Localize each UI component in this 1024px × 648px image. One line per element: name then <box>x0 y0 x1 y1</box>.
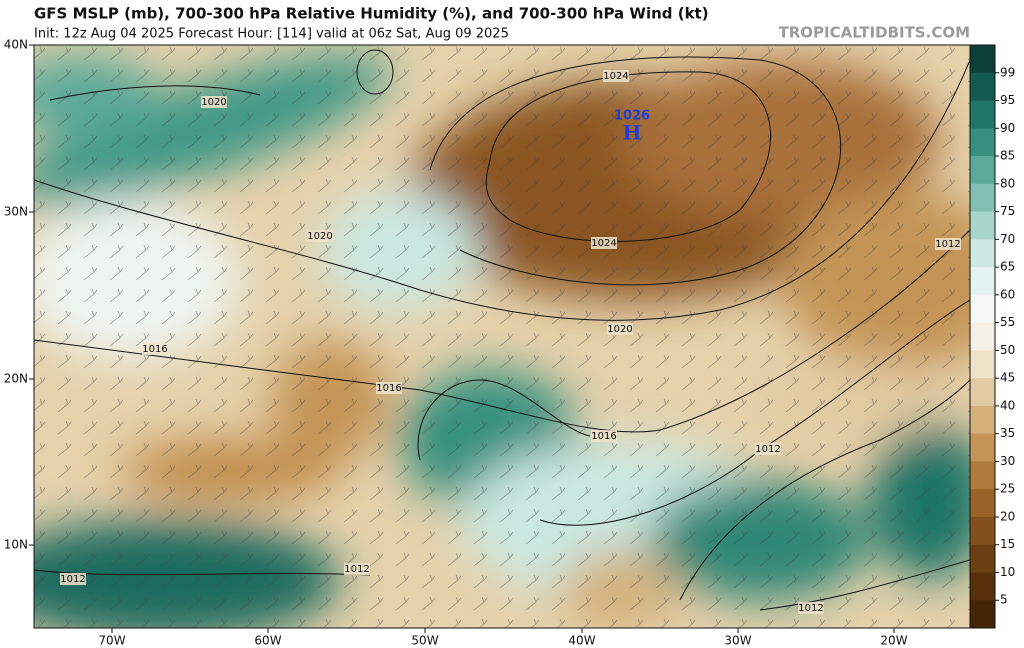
lon-label: 40W <box>568 634 595 648</box>
colorbar-tick-label: 95 <box>1000 93 1015 107</box>
isobar-label-bg <box>344 563 370 575</box>
colorbar-tick-label: 99 <box>1000 65 1015 79</box>
colorbar-tick-label: 55 <box>1000 315 1015 329</box>
colorbar-tick-label: 10 <box>1000 565 1015 579</box>
colorbar-cell <box>970 211 995 240</box>
map-area <box>34 45 970 628</box>
colorbar-frame <box>969 44 996 629</box>
map-labels: 40N 30N 20N 10N 70W 60W 50W 40W 30W 20W 1024 1024 10… <box>4 38 961 648</box>
colorbar-cell <box>970 516 995 546</box>
colorbar-cell <box>970 100 995 129</box>
colorbar-cell <box>970 72 995 102</box>
isobar-label: 1012 <box>60 574 85 585</box>
colorbar-tick-label: 25 <box>1000 482 1015 496</box>
isobar-label: 1020 <box>607 324 632 335</box>
isobar-label-bg <box>603 70 629 82</box>
isobar-label-bg <box>307 230 333 242</box>
colorbar-cell <box>970 600 995 629</box>
isobar-label-bg <box>607 323 633 335</box>
colorbar-cell <box>970 461 995 490</box>
lat-label: 10N <box>4 538 28 552</box>
colorbar-tick-label: 40 <box>1000 398 1015 412</box>
isobar-label: 1016 <box>142 344 167 355</box>
isobar-label-bg <box>201 96 227 108</box>
lon-label: 20W <box>880 634 907 648</box>
isobar-label: 1016 <box>591 431 616 442</box>
isobar-label-bg <box>142 343 168 355</box>
colorbar-tick-label: 15 <box>1000 537 1015 551</box>
isobars <box>34 49 970 611</box>
colorbar-tick-label: 30 <box>1000 454 1015 468</box>
title: GFS MSLP (mb), 700-300 hPa Relative Humi… <box>34 5 709 23</box>
colorbar-cell <box>970 350 995 379</box>
colorbar-tick-label: 70 <box>1000 232 1015 246</box>
lon-label: 60W <box>254 634 281 648</box>
isobar-label-bg <box>798 602 824 614</box>
colorbar-cell <box>970 128 995 157</box>
isobar-label: 1012 <box>755 444 780 455</box>
isobar-label-bg <box>60 573 86 585</box>
isobar-label: 1024 <box>603 71 628 82</box>
high-label: H <box>623 121 642 145</box>
colorbar-tick-label: 80 <box>1000 176 1015 190</box>
colorbar-tick-label: 85 <box>1000 149 1015 163</box>
lon-label: 30W <box>724 634 751 648</box>
colorbar-tick-label: 60 <box>1000 287 1015 301</box>
colorbar-cell <box>970 405 995 435</box>
lon-label: 50W <box>411 634 438 648</box>
colorbar-cell <box>970 267 995 296</box>
colorbar-cell <box>970 239 995 268</box>
site-name: TROPICALTIDBITS.COM <box>779 24 971 42</box>
colorbar-cell <box>970 322 995 351</box>
isobar-label: 1012 <box>935 239 960 250</box>
colorbar-tick-label: 5 <box>1000 593 1008 607</box>
colorbar-tick-label: 45 <box>1000 371 1015 385</box>
lat-label: 30N <box>4 205 28 219</box>
colorbar-cell <box>970 433 995 462</box>
colorbar-cell <box>970 183 995 213</box>
lon-label: 70W <box>98 634 125 648</box>
isobar-label: 1012 <box>344 564 369 575</box>
subtitle: Init: 12z Aug 04 2025 Forecast Hour: [11… <box>34 27 509 42</box>
colorbar-tick-label: 75 <box>1000 204 1015 218</box>
isobar-label: 1020 <box>201 97 226 108</box>
lat-label: 40N <box>4 38 28 52</box>
isobar-label: 1012 <box>798 603 823 614</box>
isobar-label: 1016 <box>376 383 401 394</box>
colorbar-cell <box>970 294 995 324</box>
high-pressure: 1026 <box>614 109 650 124</box>
colorbar-cell <box>970 489 995 518</box>
colorbar: 99 95 90 85 80 75 70 65 60 55 50 45 40 35 30 25 20 15 10 5 <box>969 44 1015 629</box>
colorbar-tick-label: 50 <box>1000 343 1015 357</box>
colorbar-tick-label: 35 <box>1000 426 1015 440</box>
isobar-label-bg <box>935 238 961 250</box>
lat-label: 20N <box>4 372 28 386</box>
isobar-label-bg <box>376 382 402 394</box>
isobar-label-bg <box>755 443 781 455</box>
colorbar-cell <box>970 45 995 74</box>
isobar-label-bg <box>591 237 617 249</box>
isobar-label-bg <box>591 430 617 442</box>
colorbar-tick-label: 90 <box>1000 121 1015 135</box>
colorbar-cell <box>970 378 995 407</box>
colorbar-tick-label: 65 <box>1000 260 1015 274</box>
isobar-label: 1024 <box>591 238 616 249</box>
isobar-label: 1020 <box>307 231 332 242</box>
colorbar-tick-label: 20 <box>1000 509 1015 523</box>
colorbar-cell <box>970 544 995 573</box>
colorbar-cell <box>970 156 995 185</box>
colorbar-cell <box>970 572 995 601</box>
